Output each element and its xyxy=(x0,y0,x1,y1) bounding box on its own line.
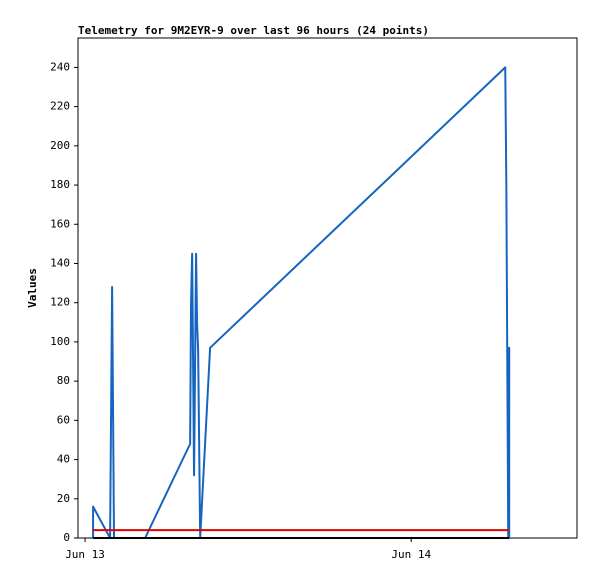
y-tick-label: 0 xyxy=(63,531,70,544)
series-line xyxy=(92,66,511,539)
y-tick-label: 120 xyxy=(50,296,70,309)
y-tick-label: 160 xyxy=(50,217,70,230)
y-axis-label: Values xyxy=(26,268,39,308)
x-tick-label: Jun 14 xyxy=(391,548,431,561)
chart-title: Telemetry for 9M2EYR-9 over last 96 hour… xyxy=(78,24,429,37)
x-tick-label: Jun 13 xyxy=(65,548,105,561)
y-tick-label: 220 xyxy=(50,100,70,113)
y-tick-label: 20 xyxy=(57,492,70,505)
y-tick-label: 240 xyxy=(50,60,70,73)
y-tick-label: 100 xyxy=(50,335,70,348)
y-tick-label: 60 xyxy=(57,413,70,426)
y-tick-label: 200 xyxy=(50,139,70,152)
y-tick-label: 140 xyxy=(50,256,70,269)
y-tick-label: 80 xyxy=(57,374,70,387)
y-tick-label: 180 xyxy=(50,178,70,191)
y-tick-label: 40 xyxy=(57,453,70,466)
